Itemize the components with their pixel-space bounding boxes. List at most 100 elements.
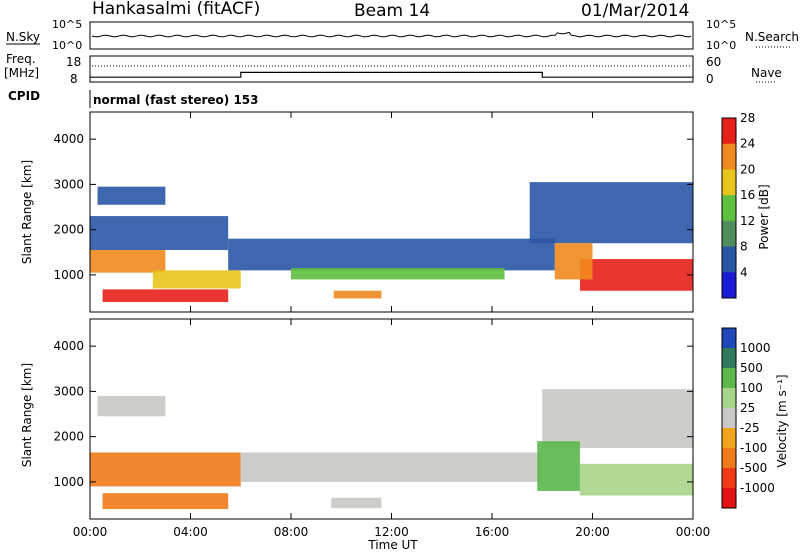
velocity-range-axis-label: Slant Range [km] (20, 363, 34, 467)
range-tick-label: 2000 (53, 223, 84, 237)
colorbar-swatch (722, 428, 736, 449)
time-tick-label: 04:00 (173, 525, 208, 539)
power-data (90, 182, 693, 303)
power-scale-tick: 4 (740, 265, 748, 279)
velocity-scale-tick: 1000 (740, 341, 771, 355)
nave-label: Nave (751, 66, 782, 80)
data-region-8 (333, 290, 382, 299)
freq-label-line2: [MHz] (4, 66, 39, 80)
range-tick-label: 4000 (53, 132, 84, 146)
power-scale-tick: 20 (740, 162, 755, 176)
power-range-ticks: 1000 2000 3000 4000 (53, 132, 693, 282)
freq-panel-frame (89, 55, 694, 83)
colorbar-frame (721, 117, 737, 299)
velocity-scale-label: Velocity [m s⁻¹] (775, 374, 789, 467)
cpid-label: CPID (8, 89, 40, 103)
colorbar-swatch (722, 368, 736, 389)
velocity-data (90, 389, 693, 510)
power-scale-label: Power [dB] (757, 184, 771, 249)
power-scale-tick: 24 (740, 137, 755, 151)
data-region-10 (554, 243, 593, 280)
colorbar-frame (721, 327, 737, 509)
time-tick-label: 16:00 (475, 525, 510, 539)
range-tick-label: 4000 (53, 339, 84, 353)
velocity-range-ticks: 1000 2000 3000 4000 (53, 339, 693, 489)
colorbar-swatch (722, 246, 736, 273)
range-tick-label: 3000 (53, 177, 84, 191)
noise-right-tick-low: 10^0 (706, 39, 736, 52)
freq-right-tick-low: 0 (706, 72, 714, 86)
time-tick-label: 08:00 (274, 525, 309, 539)
velocity-scale-tick: -500 (740, 461, 767, 475)
colorbar-swatch (722, 272, 736, 299)
data-region-4 (331, 497, 382, 509)
velocity-colorbar: 1000 500 100 25 -25 -100 -500 -1000 (721, 327, 775, 509)
velocity-scale-tick: -25 (740, 421, 760, 435)
freq-left-tick-low: 8 (70, 72, 78, 86)
colorbar-swatch (722, 388, 736, 409)
data-region-4 (529, 182, 693, 244)
range-tick-label: 3000 (53, 384, 84, 398)
colorbar-swatch (722, 488, 736, 509)
range-tick-label: 1000 (53, 475, 84, 489)
velocity-scale-tick: 500 (740, 361, 763, 375)
colorbar-swatch (722, 328, 736, 349)
data-region-3 (291, 268, 505, 280)
data-region-0 (97, 186, 166, 205)
time-tick-label: 20:00 (575, 525, 610, 539)
power-colorbar: 4 8 12 16 20 24 28 (721, 111, 755, 299)
range-tick-label: 1000 (53, 268, 84, 282)
noise-trace (91, 31, 692, 38)
data-region-3 (240, 452, 543, 482)
data-region-1 (90, 216, 229, 251)
frequency-trace (90, 71, 693, 78)
colorbar-swatch (722, 468, 736, 489)
date-title: 01/Mar/2014 (581, 1, 689, 21)
noise-sky-label: N.Sky (6, 30, 40, 44)
data-region-5 (542, 389, 693, 448)
cpid-mode: normal (fast stereo) 153 (93, 93, 259, 107)
power-scale-tick: 16 (740, 188, 755, 202)
noise-search-label: N.Search (745, 30, 799, 44)
range-tick-label: 2000 (53, 430, 84, 444)
noise-right-tick-high: 10^5 (706, 18, 736, 31)
power-scale-tick: 8 (740, 240, 748, 254)
data-region-5 (90, 250, 166, 273)
data-region-7 (102, 289, 229, 303)
data-region-2 (228, 238, 555, 271)
station-title: Hankasalmi (fitACF) (92, 0, 260, 19)
data-region-6 (537, 441, 580, 491)
colorbar-swatch (722, 169, 736, 196)
velocity-scale-tick: 25 (740, 401, 755, 415)
beam-title: Beam 14 (354, 1, 430, 21)
colorbar-swatch (722, 143, 736, 170)
data-region-7 (579, 463, 693, 496)
colorbar-swatch (722, 118, 736, 145)
data-region-9 (579, 259, 693, 291)
freq-right-tick-high: 60 (706, 55, 721, 69)
time-tick-label: 12:00 (374, 525, 409, 539)
data-region-0 (97, 395, 166, 417)
time-axis-ticks: 00:00 04:00 08:00 12:00 16:00 20:00 00:00 (73, 112, 711, 539)
data-region-2 (102, 493, 229, 510)
colorbar-swatch (722, 448, 736, 469)
freq-label-line1: Freq. (6, 52, 36, 66)
time-tick-label: 00:00 (676, 525, 711, 539)
velocity-scale-tick: 100 (740, 381, 763, 395)
colorbar-swatch (722, 408, 736, 429)
time-axis-label: Time UT (367, 538, 418, 552)
power-scale-tick: 28 (740, 111, 755, 125)
power-range-axis-label: Slant Range [km] (20, 160, 34, 264)
freq-left-tick-high: 18 (66, 55, 81, 69)
noise-left-tick-high: 10^5 (52, 18, 82, 31)
velocity-scale-tick: -100 (740, 441, 767, 455)
power-scale-tick: 12 (740, 214, 755, 228)
colorbar-swatch (722, 195, 736, 222)
colorbar-swatch (722, 348, 736, 369)
noise-panel-frame (89, 21, 694, 50)
data-region-6 (152, 270, 241, 289)
noise-left-tick-low: 10^0 (52, 39, 82, 52)
velocity-scale-tick: -1000 (740, 481, 775, 495)
data-region-1 (90, 452, 241, 487)
